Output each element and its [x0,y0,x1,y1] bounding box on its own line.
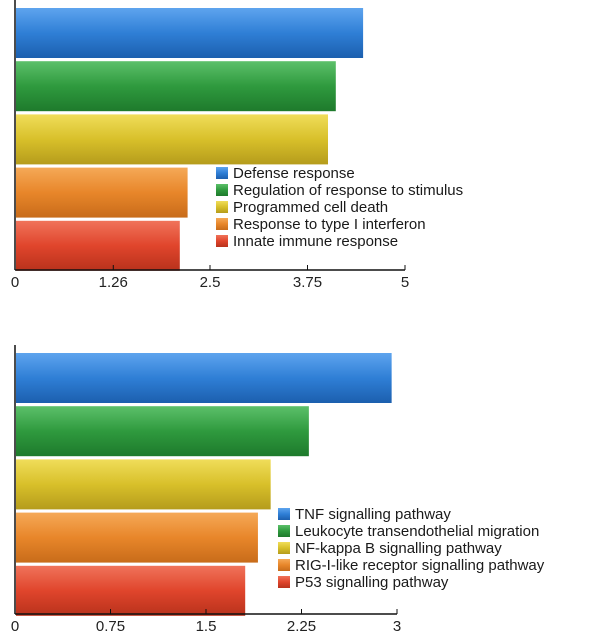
x-tick-label: 0 [11,618,19,635]
bar-4 [16,512,258,563]
x-tick-label: 3 [393,618,401,635]
x-tick-label: 1.26 [99,274,128,291]
bar-1 [16,8,364,58]
legend-swatch [278,559,290,571]
bar-5 [16,565,246,616]
x-tick-label: 0.75 [96,618,125,635]
bar-3 [16,114,328,165]
legend-label: RIG-I-like receptor signalling pathway [295,557,545,574]
legend-label: Response to type I interferon [233,216,426,233]
x-tick-label: 2.5 [200,274,221,291]
bar-4 [16,167,188,218]
legend-label: Innate immune response [233,233,398,250]
bar-2 [16,61,336,112]
chart-bottom: 0 0.75 1.5 2.25 3 TNF signalling pathwayLeuko… [11,345,545,635]
legend-label: P53 signalling pathway [295,574,449,591]
legend-swatch [216,167,228,179]
legend-label: NF-kappa B signalling pathway [295,540,502,557]
legend-swatch [278,576,290,588]
legend-label: Regulation of response to stimulus [233,182,463,199]
x-tick-label: 0 [11,274,19,291]
x-tick-label: 2.25 [287,618,316,635]
bar-2 [16,406,309,457]
legend-swatch [278,542,290,554]
legend-swatch [216,184,228,196]
chart-top: 0 1.26 2.5 3.75 5 Defense responseRegulation … [11,0,463,291]
legend-label: Programmed cell death [233,199,388,216]
legend-swatch [278,508,290,520]
x-tick-label: 5 [401,274,409,291]
x-tick-label: 3.75 [293,274,322,291]
legend-label: Defense response [233,165,355,182]
bar-3 [16,459,271,510]
bar-5 [16,220,180,271]
legend-swatch [216,235,228,247]
legend-label: TNF signalling pathway [295,506,451,523]
legend-swatch [216,201,228,213]
x-tick-label: 1.5 [196,618,217,635]
bar-1 [16,353,392,403]
legend-label: Leukocyte transendothelial migration [295,523,539,540]
legend-swatch [278,525,290,537]
legend-swatch [216,218,228,230]
